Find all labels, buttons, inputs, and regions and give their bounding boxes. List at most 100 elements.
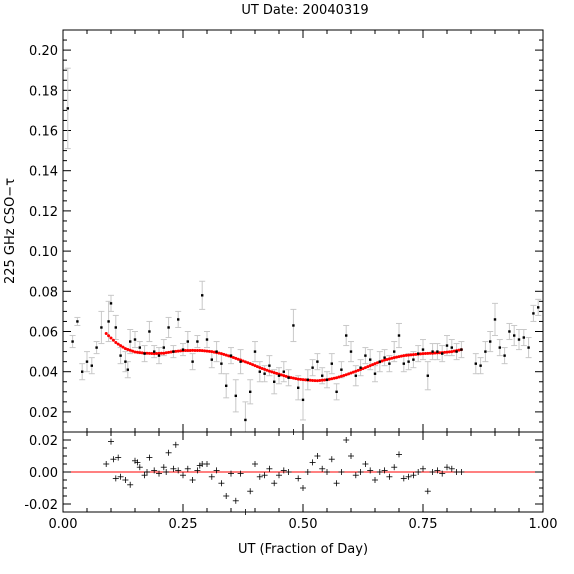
fit-point <box>234 356 238 360</box>
fit-point <box>150 352 154 356</box>
residual-point <box>420 465 426 472</box>
bottom-y-tick-label: 0.00 <box>29 466 58 481</box>
data-point <box>258 370 261 373</box>
data-point <box>325 378 329 381</box>
fit-point <box>438 351 442 355</box>
fit-point <box>123 347 127 351</box>
fit-point <box>426 351 430 355</box>
fit-point <box>174 349 178 353</box>
data-point <box>205 338 209 341</box>
residual-point <box>170 465 177 472</box>
data-point <box>215 350 218 353</box>
residual-point <box>218 480 225 487</box>
data-point <box>186 340 189 343</box>
data-point <box>172 350 175 353</box>
residual-point <box>362 461 369 467</box>
fit-point <box>147 351 151 355</box>
y-axis-label: 225 GHz CSO−τ <box>3 178 18 284</box>
fit-point <box>433 351 437 355</box>
top-ytick-labels: 0.02 0.04 0.06 0.08 0.10 0.12 0.14 0.16 0.18 0.20 <box>29 44 58 421</box>
fit-point <box>395 355 399 359</box>
data-point <box>129 340 132 343</box>
residual-point <box>223 493 230 499</box>
fit-point <box>114 341 118 345</box>
fit-point <box>409 353 413 357</box>
fit-point <box>275 371 279 375</box>
residual-point <box>309 459 316 466</box>
data-point <box>498 346 501 349</box>
data-point <box>126 368 129 371</box>
fit-point <box>339 374 343 378</box>
fit-point <box>195 348 199 352</box>
data-point <box>124 360 127 363</box>
fit-point <box>380 359 384 363</box>
fit-point <box>207 349 211 353</box>
fit-point <box>296 377 300 381</box>
residual-point <box>108 438 114 445</box>
top-panel: 0.02 0.04 0.06 0.08 0.10 0.12 0.14 0.16 0.18 0.20 <box>29 29 544 433</box>
fit-point <box>423 352 427 356</box>
residual-point <box>429 469 436 475</box>
data-point <box>229 354 233 357</box>
residual-point <box>352 472 359 479</box>
fit-point <box>385 357 389 361</box>
residual-point <box>242 509 249 515</box>
fit-point <box>337 375 341 379</box>
data-point <box>316 360 319 363</box>
data-point <box>162 346 165 349</box>
residual-point <box>314 453 321 459</box>
data-point <box>196 340 199 343</box>
residual-point <box>144 469 150 475</box>
data-point <box>484 350 487 353</box>
fit-point <box>313 379 317 383</box>
fit-point <box>260 367 264 371</box>
data-point <box>373 372 377 375</box>
fit-point <box>347 372 351 376</box>
fit-point <box>243 360 247 364</box>
bottom-y-tick-label: 0.02 <box>29 434 58 449</box>
top-y-tick-label: 0.04 <box>29 366 58 381</box>
fit-point <box>191 348 195 352</box>
fit-point <box>351 370 355 374</box>
residual-point <box>367 467 374 474</box>
fit-point <box>294 377 298 381</box>
data-point <box>85 360 89 363</box>
fit-point <box>219 352 223 356</box>
fit-point <box>203 349 207 353</box>
residual-point <box>400 475 407 482</box>
residual-point <box>127 481 134 488</box>
data-point <box>527 346 530 349</box>
data-point <box>450 346 453 349</box>
fit-point <box>387 357 391 361</box>
residual-point <box>194 467 201 474</box>
data-point <box>210 358 213 361</box>
fit-point <box>407 353 411 357</box>
data-point <box>100 326 103 329</box>
fit-point <box>241 359 245 363</box>
residual-point <box>405 473 412 480</box>
fit-point <box>162 351 166 355</box>
x-tick-label: 0.00 <box>49 517 78 532</box>
data-point <box>397 334 401 337</box>
fit-point <box>450 350 454 354</box>
bottom-ticks <box>62 431 544 513</box>
fit-point <box>152 352 156 356</box>
data-point <box>225 384 228 387</box>
data-point <box>402 362 405 365</box>
x-tick-label: 1.00 <box>529 517 558 532</box>
residual-point <box>175 467 182 474</box>
data-point <box>76 320 79 323</box>
data-point <box>277 374 281 377</box>
data-point <box>273 380 276 383</box>
data-point <box>107 320 110 323</box>
fit-point <box>263 367 267 371</box>
residual-point <box>391 464 398 471</box>
data-point <box>95 346 98 349</box>
data-point <box>479 364 482 367</box>
residual-point <box>276 472 282 479</box>
fit-point <box>138 351 142 355</box>
residual-point <box>110 456 117 463</box>
data-point <box>201 294 204 297</box>
residual-point <box>180 472 186 479</box>
fit-point <box>375 361 379 365</box>
